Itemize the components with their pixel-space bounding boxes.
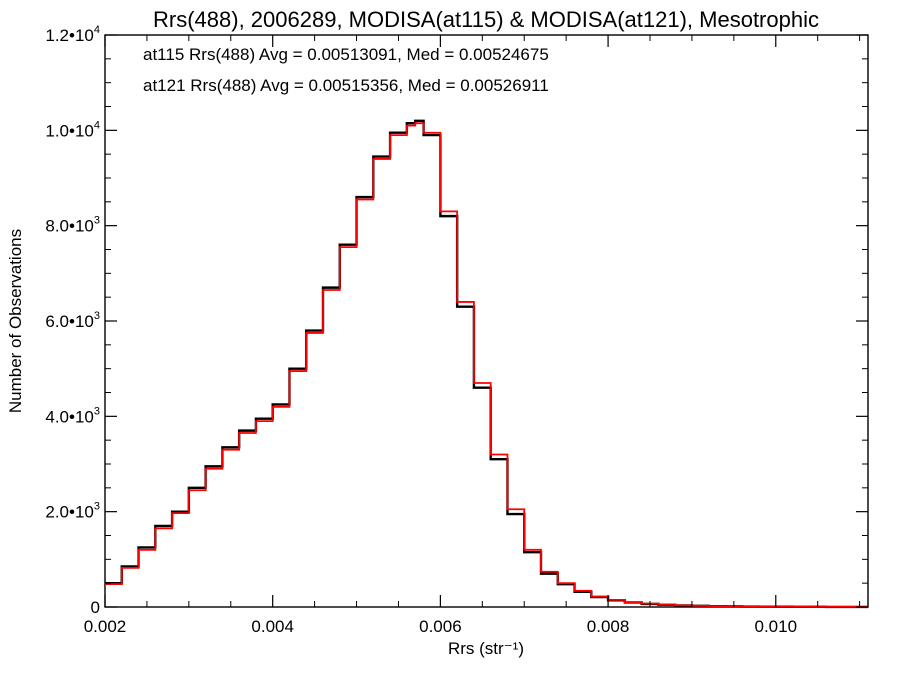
x-axis-title: Rrs (str⁻¹) [448, 639, 524, 658]
series-line-at121 [105, 122, 868, 608]
y-tick-label: 4.0•103 [45, 405, 100, 426]
x-tick-label: 0.006 [419, 617, 462, 636]
y-tick-label: 1.2•104 [45, 24, 100, 45]
x-tick-label: 0.002 [84, 617, 127, 636]
y-tick-label: 8.0•103 [45, 215, 100, 236]
x-tick-label: 0.008 [587, 617, 630, 636]
x-tick-label: 0.010 [754, 617, 797, 636]
chart-title: Rrs(488), 2006289, MODISA(at115) & MODIS… [153, 7, 819, 32]
series-line-at115 [105, 119, 868, 609]
y-tick-label: 2.0•103 [45, 501, 100, 522]
y-tick-label: 6.0•103 [45, 310, 100, 331]
y-axis-ticks: 0 2.0•103 4.0•103 6.0•103 8.0•103 1.0•104 1.2•… [45, 24, 868, 617]
y-axis-title: Number of Observations [6, 229, 25, 413]
annotation-at115: at115 Rrs(488) Avg = 0.00513091, Med = 0… [143, 45, 549, 64]
plot-area-frame [104, 34, 869, 608]
annotation-at121: at121 Rrs(488) Avg = 0.00515356, Med = 0… [143, 76, 549, 95]
y-tick-label: 1.0•104 [45, 119, 100, 140]
x-axis-ticks: 0.002 0.004 0.006 0.008 0.010 [84, 35, 861, 636]
series-layer [105, 119, 868, 609]
y-tick-label: 0 [91, 598, 100, 617]
x-tick-label: 0.004 [251, 617, 294, 636]
